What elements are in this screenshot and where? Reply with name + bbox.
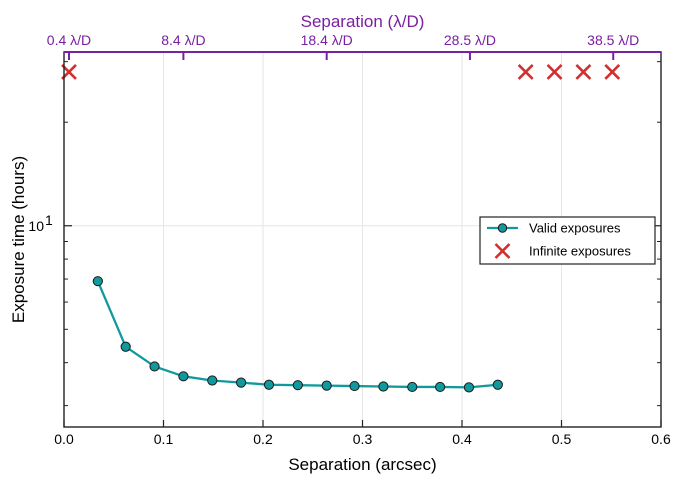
valid-exposure-point bbox=[120, 341, 131, 352]
legend-label-infinite: Infinite exposures bbox=[529, 244, 631, 259]
infinite-exposure-point bbox=[575, 64, 592, 80]
x-tick-label: 0.6 bbox=[651, 431, 671, 447]
x-tick-label: 0.5 bbox=[552, 431, 572, 447]
valid-exposure-point bbox=[378, 381, 389, 392]
legend-label-valid: Valid exposures bbox=[529, 221, 621, 236]
top-axis-tick-label: 38.5 λ/D bbox=[587, 32, 639, 48]
valid-exposure-point bbox=[178, 371, 189, 382]
top-axis-tick-label: 28.5 λ/D bbox=[444, 32, 496, 48]
x-tick-label: 0.3 bbox=[353, 431, 373, 447]
legend: Valid exposures Infinite exposures bbox=[479, 216, 656, 265]
valid-exposure-point bbox=[349, 380, 360, 392]
x-tick-label: 0.0 bbox=[54, 431, 74, 447]
valid-exposure-point bbox=[407, 381, 418, 393]
valid-exposure-point bbox=[435, 381, 446, 393]
valid-exposure-point bbox=[263, 379, 275, 390]
top-axis-tick-label: 18.4 λ/D bbox=[301, 32, 353, 48]
top-axis-tick-label: 0.4 λ/D bbox=[47, 32, 91, 48]
series-layer bbox=[61, 64, 621, 393]
axes: 0.0 0.1 0.2 0.3 0.4 0.5 0.6 10 1 0.4 λ/D 8.4 λ/D 18… bbox=[28, 32, 671, 447]
y-tick-label: 10 bbox=[28, 218, 44, 234]
valid-exposure-point bbox=[149, 361, 160, 372]
x-tick-label: 0.1 bbox=[154, 431, 174, 447]
valid-exposure-point bbox=[321, 380, 332, 391]
valid-exposure-point bbox=[492, 379, 503, 390]
top-axis-tick-label: 8.4 λ/D bbox=[161, 32, 205, 48]
infinite-exposure-point bbox=[517, 64, 534, 80]
y-tick-label-exponent: 1 bbox=[45, 212, 53, 228]
y-axis-title: Exposure time (hours) bbox=[9, 156, 28, 323]
x-tick-label: 0.2 bbox=[253, 431, 273, 447]
legend-marker-infinite bbox=[494, 243, 511, 259]
x-tick-label: 0.4 bbox=[452, 431, 472, 447]
infinite-exposure-point bbox=[604, 64, 621, 80]
valid-exposure-point bbox=[92, 276, 103, 287]
infinite-exposure-point bbox=[546, 64, 563, 80]
valid-exposure-point bbox=[207, 375, 218, 386]
valid-exposure-point bbox=[463, 382, 475, 393]
top-axis-title: Separation (λ/D) bbox=[301, 12, 425, 31]
x-axis-title: Separation (arcsec) bbox=[288, 455, 436, 474]
legend-marker-valid bbox=[497, 223, 508, 233]
valid-exposure-point bbox=[236, 377, 247, 388]
valid-exposure-line bbox=[96, 280, 498, 389]
valid-exposure-point bbox=[292, 380, 303, 391]
